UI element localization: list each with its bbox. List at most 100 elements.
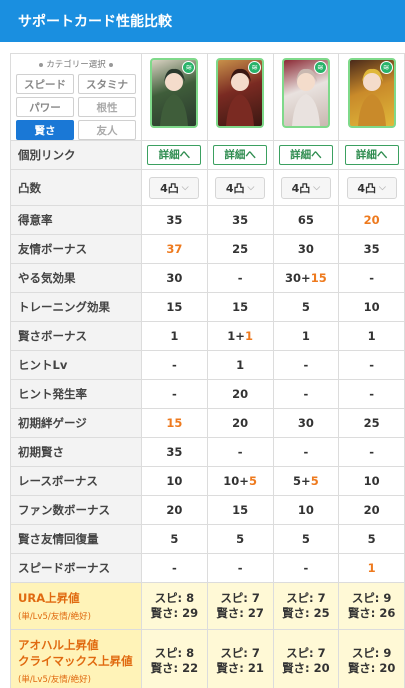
stat-value-text: - xyxy=(303,561,309,575)
stat-label: 個別リンク xyxy=(10,140,142,170)
detail-link-button[interactable]: 詳細へ xyxy=(213,145,268,165)
stat-value: 10 xyxy=(272,495,340,525)
category-button[interactable]: 賢さ xyxy=(16,120,74,140)
card-thumbnail[interactable]: ≋ xyxy=(216,58,265,128)
stat-label: 初期絆ゲージ xyxy=(10,408,142,438)
chevron-down-icon: ⌵ xyxy=(181,182,189,193)
stat-value-text: - xyxy=(171,561,177,575)
stat-label: ヒントLv xyxy=(10,350,142,380)
stat-value: 20 xyxy=(141,495,208,525)
stat-value-text: 35 xyxy=(363,242,380,256)
category-selector: カテゴリー選択 スピード スタミナ パワー 根性 賢さ 友人 xyxy=(10,53,142,141)
stat-value-text: 20 xyxy=(232,416,249,430)
card-column-header: ≋ xyxy=(206,53,274,141)
detail-link-button[interactable]: 詳細へ xyxy=(278,145,333,165)
stat-value-text: 5 xyxy=(301,300,310,314)
training-gain-value: スピ: 7 賢さ: 25 xyxy=(272,582,340,630)
training-gain-label: アオハル上昇値 クライマックス上昇値 (単/Lv5/友情/絶好) xyxy=(10,629,142,688)
stat-value: 詳細へ xyxy=(272,140,340,170)
category-button[interactable]: スタミナ xyxy=(78,74,136,94)
stat-label: 賢さボーナス xyxy=(10,321,142,351)
stat-value-text: 30 xyxy=(297,416,314,430)
card-column-header: ≋ xyxy=(272,53,340,141)
stat-value-text: - xyxy=(237,561,243,575)
stat-value-text: 20 xyxy=(166,503,183,517)
stat-value-text: 20 xyxy=(363,503,380,517)
stat-value: 5 xyxy=(141,524,208,554)
training-gain-value: スピ: 7 賢さ: 27 xyxy=(206,582,274,630)
stat-value: - xyxy=(206,553,274,583)
detail-link-button[interactable]: 詳細へ xyxy=(344,145,399,165)
training-gain-value-line: 賢さ: 29 xyxy=(150,606,199,620)
stat-value: 5 xyxy=(272,524,340,554)
wisdom-type-icon: ≋ xyxy=(182,61,196,74)
stat-value-text: - xyxy=(171,387,177,401)
training-gain-value: スピ: 8 賢さ: 29 xyxy=(141,582,208,630)
stat-value-text: 1 xyxy=(367,329,376,343)
limit-break-select[interactable]: 4凸 ⌵ xyxy=(149,176,200,199)
stat-value-text: - xyxy=(369,271,375,285)
stat-value-text: - xyxy=(303,358,309,372)
training-gain-value-line: スピ: 8 xyxy=(154,645,195,660)
stat-row: 初期絆ゲージ 15 20 30 25 xyxy=(10,408,405,438)
stat-value-text: 35 xyxy=(232,213,249,227)
limit-break-select[interactable]: 4凸 ⌵ xyxy=(215,176,266,199)
stat-value: - xyxy=(141,350,208,380)
training-gain-conditions: (単/Lv5/友情/絶好) xyxy=(18,674,91,685)
stat-value-text: 5 xyxy=(236,532,245,546)
stat-value-text: 10 xyxy=(363,300,380,314)
stat-value-text: 10+ xyxy=(223,474,249,488)
stat-value: 30 xyxy=(272,234,340,264)
stat-value: 1 xyxy=(141,321,208,351)
stat-label: 友情ボーナス xyxy=(10,234,142,264)
category-button[interactable]: スピード xyxy=(16,74,74,94)
stat-row: 個別リンク 詳細へ 詳細へ 詳細へ 詳細へ xyxy=(10,140,405,170)
card-thumbnail[interactable]: ≋ xyxy=(347,58,396,128)
stat-value-text: 5 xyxy=(301,532,310,546)
wisdom-type-icon: ≋ xyxy=(248,61,262,74)
limit-break-value: 4凸 xyxy=(225,181,245,195)
stat-bonus-highlight: 5 xyxy=(310,474,319,488)
training-gain-value: スピ: 9 賢さ: 26 xyxy=(338,582,405,630)
stat-value-text: - xyxy=(237,271,243,285)
stat-value: - xyxy=(141,553,208,583)
stat-value: 詳細へ xyxy=(338,140,405,170)
chevron-down-icon: ⌵ xyxy=(313,182,321,193)
stat-row: 友情ボーナス 37 25 30 35 xyxy=(10,234,405,264)
limit-break-select[interactable]: 4凸 ⌵ xyxy=(346,176,397,199)
stat-label: やる気効果 xyxy=(10,263,142,293)
training-gain-conditions: (単/Lv5/友情/絶好) xyxy=(18,612,91,622)
limit-break-value: 4凸 xyxy=(357,181,377,195)
stat-value-text: 25 xyxy=(232,242,249,256)
stat-row: レースボーナス 10 10+5 5+5 10 xyxy=(10,466,405,496)
wisdom-type-icon: ≋ xyxy=(379,61,393,74)
training-gain-value-line: 賢さ: 20 xyxy=(347,660,396,675)
card-art-image xyxy=(160,68,189,126)
stat-value: 1 xyxy=(338,321,405,351)
limit-break-value: 4凸 xyxy=(160,181,179,195)
category-button[interactable]: パワー xyxy=(16,97,74,117)
detail-link-button[interactable]: 詳細へ xyxy=(147,145,202,165)
card-thumbnail[interactable]: ≋ xyxy=(150,58,199,128)
stat-value: - xyxy=(141,379,208,409)
stat-value-text: 25 xyxy=(363,416,380,430)
stat-label: ヒント発生率 xyxy=(10,379,142,409)
stat-value: - xyxy=(272,553,340,583)
stat-value: 1 xyxy=(338,553,405,583)
stat-value: 20 xyxy=(338,205,405,235)
card-column-header: ≋ xyxy=(338,53,405,141)
limit-break-select[interactable]: 4凸 ⌵ xyxy=(280,176,331,199)
stat-value: 20 xyxy=(206,379,274,409)
training-gain-value-line: スピ: 9 xyxy=(351,591,392,605)
stat-value: 15 xyxy=(206,292,274,322)
stat-row: 得意率 35 35 65 20 xyxy=(10,205,405,235)
stat-value: 30 xyxy=(141,263,208,293)
stat-value: 5 xyxy=(338,524,405,554)
stat-value: - xyxy=(338,437,405,467)
stat-value: 1+1 xyxy=(206,321,274,351)
stat-value: 30 xyxy=(272,408,340,438)
card-thumbnail[interactable]: ≋ xyxy=(281,58,330,128)
stat-value: - xyxy=(338,379,405,409)
stat-value: 15 xyxy=(141,292,208,322)
stat-row: ファン数ボーナス 20 15 10 20 xyxy=(10,495,405,525)
